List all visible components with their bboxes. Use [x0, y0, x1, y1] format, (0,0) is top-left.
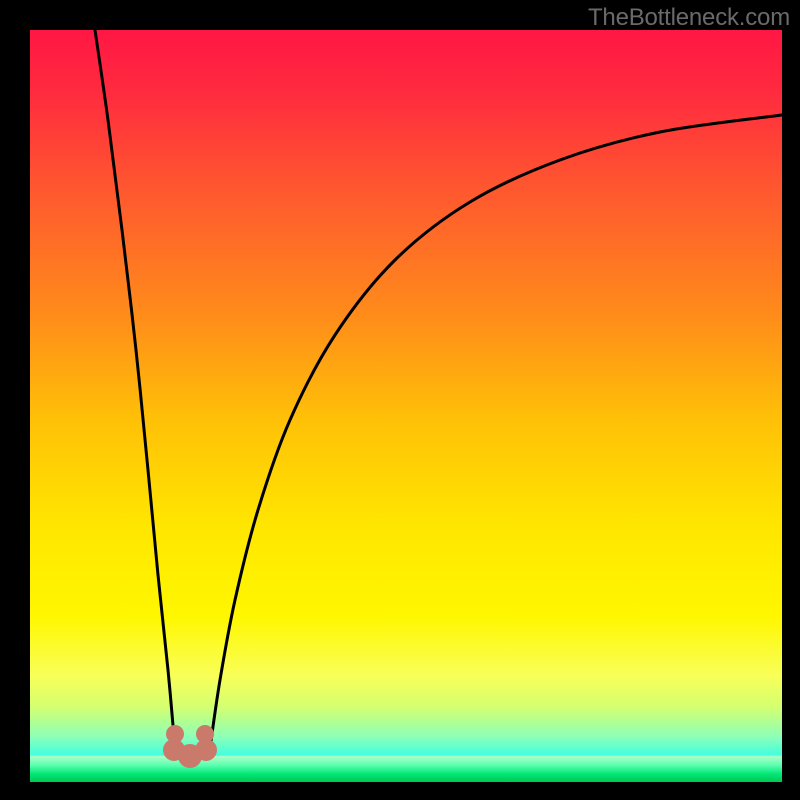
green-band-rect — [30, 756, 782, 782]
border-right — [782, 0, 800, 800]
watermark-text: TheBottleneck.com — [588, 4, 790, 32]
gradient-background — [30, 30, 782, 782]
border-left — [0, 0, 30, 800]
chart-stage: TheBottleneck.com — [0, 0, 800, 800]
main-gradient-rect — [30, 30, 782, 782]
plot-area — [30, 30, 782, 782]
border-bottom — [0, 782, 800, 800]
marker-dot-4 — [195, 739, 217, 761]
